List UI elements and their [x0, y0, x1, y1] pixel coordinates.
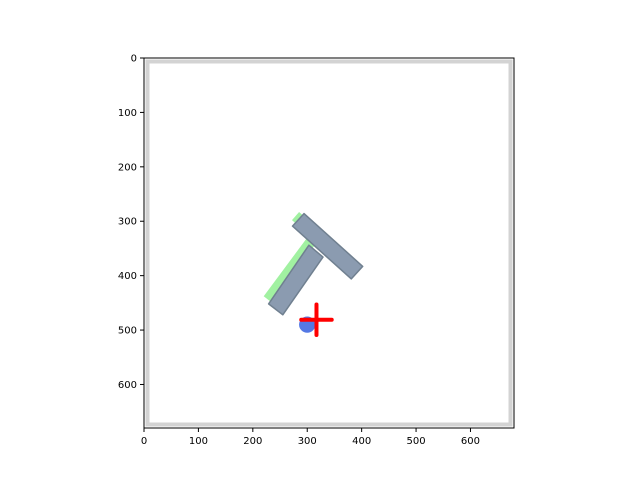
x-tick-label: 600: [461, 436, 480, 447]
y-tick-label: 0: [131, 54, 137, 65]
x-tick-label: 100: [189, 436, 208, 447]
x-tick-label: 200: [243, 436, 262, 447]
y-tick-label: 400: [118, 271, 137, 282]
goal-t-stem: [263, 237, 315, 304]
t-block-stem: [267, 244, 324, 316]
y-tick-label: 600: [118, 380, 137, 391]
plot-area: [143, 57, 515, 429]
x-tick-label: 300: [298, 436, 317, 447]
y-tick-label: 300: [118, 217, 137, 228]
x-tick-label: 500: [407, 436, 426, 447]
x-axis: 0 100 200 300 400 500 600: [141, 428, 480, 447]
y-tick-label: 500: [118, 326, 137, 337]
y-axis: 0 100 200 300 400 500 600: [118, 54, 144, 391]
t-block-bar: [291, 212, 364, 280]
y-tick-label: 100: [118, 108, 137, 119]
workspace-border: [145, 59, 513, 427]
axes-frame: [143, 57, 515, 429]
x-tick-label: 400: [352, 436, 371, 447]
y-tick-label: 200: [118, 162, 137, 173]
x-tick-label: 0: [141, 436, 147, 447]
